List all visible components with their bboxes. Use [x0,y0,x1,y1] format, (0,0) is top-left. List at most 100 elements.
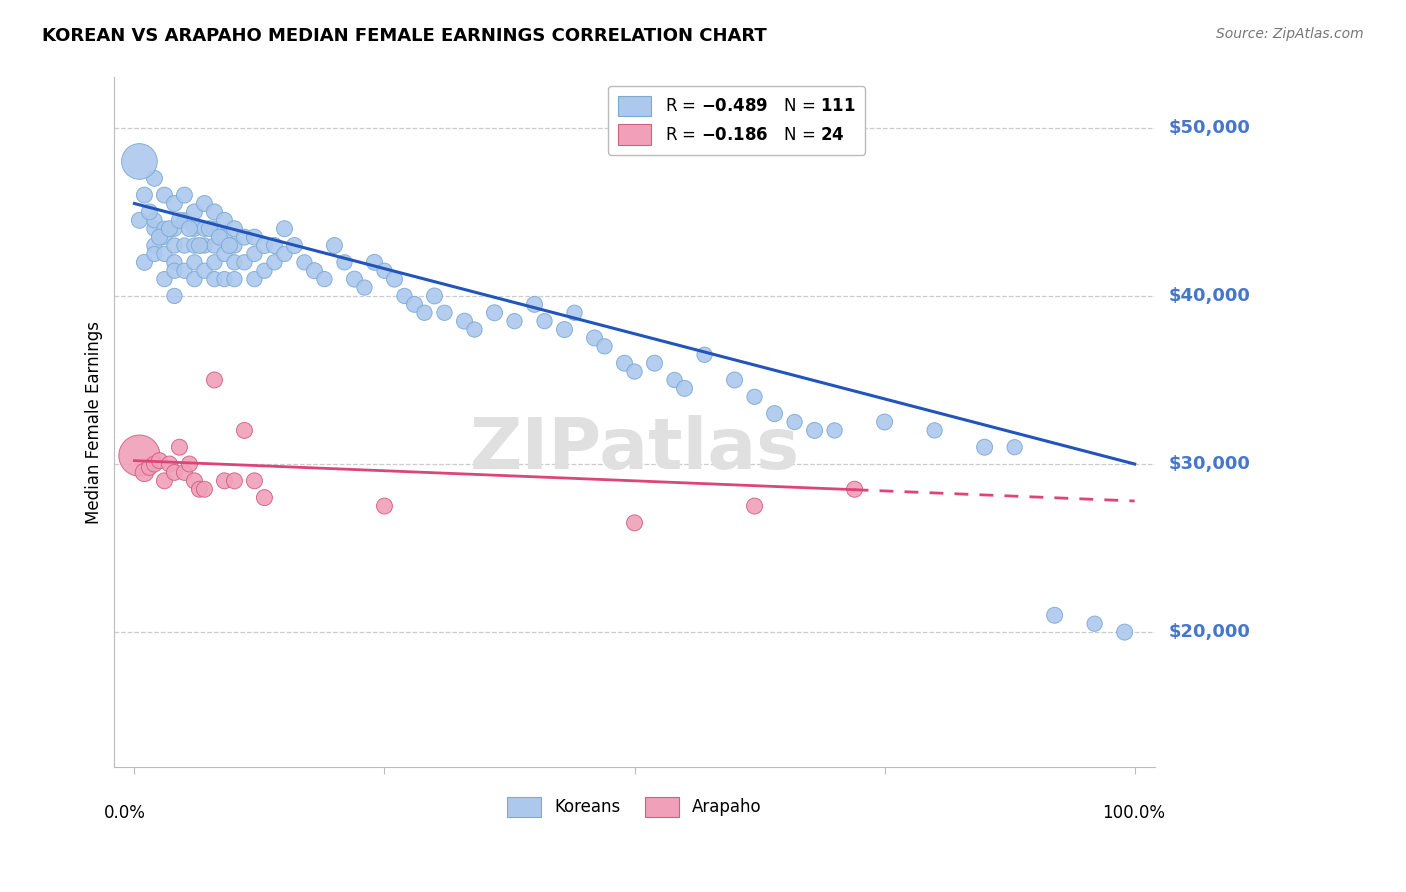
Point [253,491,276,505]
Point [179,457,201,471]
Point [243,474,266,488]
Text: Source: ZipAtlas.com: Source: ZipAtlas.com [1216,27,1364,41]
Point [173,238,195,252]
Point [233,424,256,438]
Point [243,272,266,286]
Point [243,247,266,261]
Text: $40,000: $40,000 [1168,287,1250,305]
Point [169,440,191,454]
Point [204,255,226,269]
Point [644,356,666,370]
Point [523,297,546,311]
Point [224,221,246,235]
Point [159,221,181,235]
Point [233,230,256,244]
Point [723,373,745,387]
Point [163,221,186,235]
Point [134,188,156,202]
Point [273,221,295,235]
Point [263,238,285,252]
Point [128,449,150,463]
Point [533,314,555,328]
Y-axis label: Median Female Earnings: Median Female Earnings [86,320,103,524]
Text: $50,000: $50,000 [1168,119,1250,136]
Point [453,314,475,328]
Point [188,238,211,252]
Point [193,482,215,496]
Point [138,205,160,219]
Text: 0.0%: 0.0% [104,805,146,822]
Point [214,474,236,488]
Point [763,407,786,421]
Text: $30,000: $30,000 [1168,455,1250,473]
Point [413,306,436,320]
Point [744,499,766,513]
Point [693,348,716,362]
Point [148,230,170,244]
Point [463,322,485,336]
Point [243,230,266,244]
Point [138,460,160,475]
Point [973,440,995,454]
Point [153,247,176,261]
Point [163,264,186,278]
Point [273,247,295,261]
Point [148,453,170,467]
Point [1084,616,1107,631]
Point [423,289,446,303]
Legend: Koreans, Arapaho: Koreans, Arapaho [501,790,768,823]
Point [193,238,215,252]
Point [128,213,150,227]
Point [873,415,896,429]
Point [1004,440,1026,454]
Point [204,221,226,235]
Point [153,230,176,244]
Point [323,238,346,252]
Point [134,255,156,269]
Point [503,314,526,328]
Point [664,373,686,387]
Point [193,221,215,235]
Point [394,289,416,303]
Point [163,238,186,252]
Point [188,482,211,496]
Point [304,264,326,278]
Point [183,272,205,286]
Point [134,466,156,480]
Point [163,466,186,480]
Point [373,499,395,513]
Point [198,221,221,235]
Point [224,272,246,286]
Point [404,297,426,311]
Point [224,255,246,269]
Point [204,373,226,387]
Point [294,255,316,269]
Point [844,482,866,496]
Point [373,264,395,278]
Point [169,213,191,227]
Point [208,230,231,244]
Point [433,306,456,320]
Point [173,466,195,480]
Point [153,188,176,202]
Point [824,424,846,438]
Point [143,238,166,252]
Point [224,474,246,488]
Point [163,289,186,303]
Point [218,238,240,252]
Point [183,255,205,269]
Point [153,221,176,235]
Point [214,230,236,244]
Point [253,264,276,278]
Point [183,474,205,488]
Point [159,457,181,471]
Point [193,264,215,278]
Point [214,213,236,227]
Point [673,381,696,395]
Text: 100.0%: 100.0% [1102,805,1166,822]
Point [143,247,166,261]
Point [153,272,176,286]
Point [183,205,205,219]
Point [173,188,195,202]
Point [173,264,195,278]
